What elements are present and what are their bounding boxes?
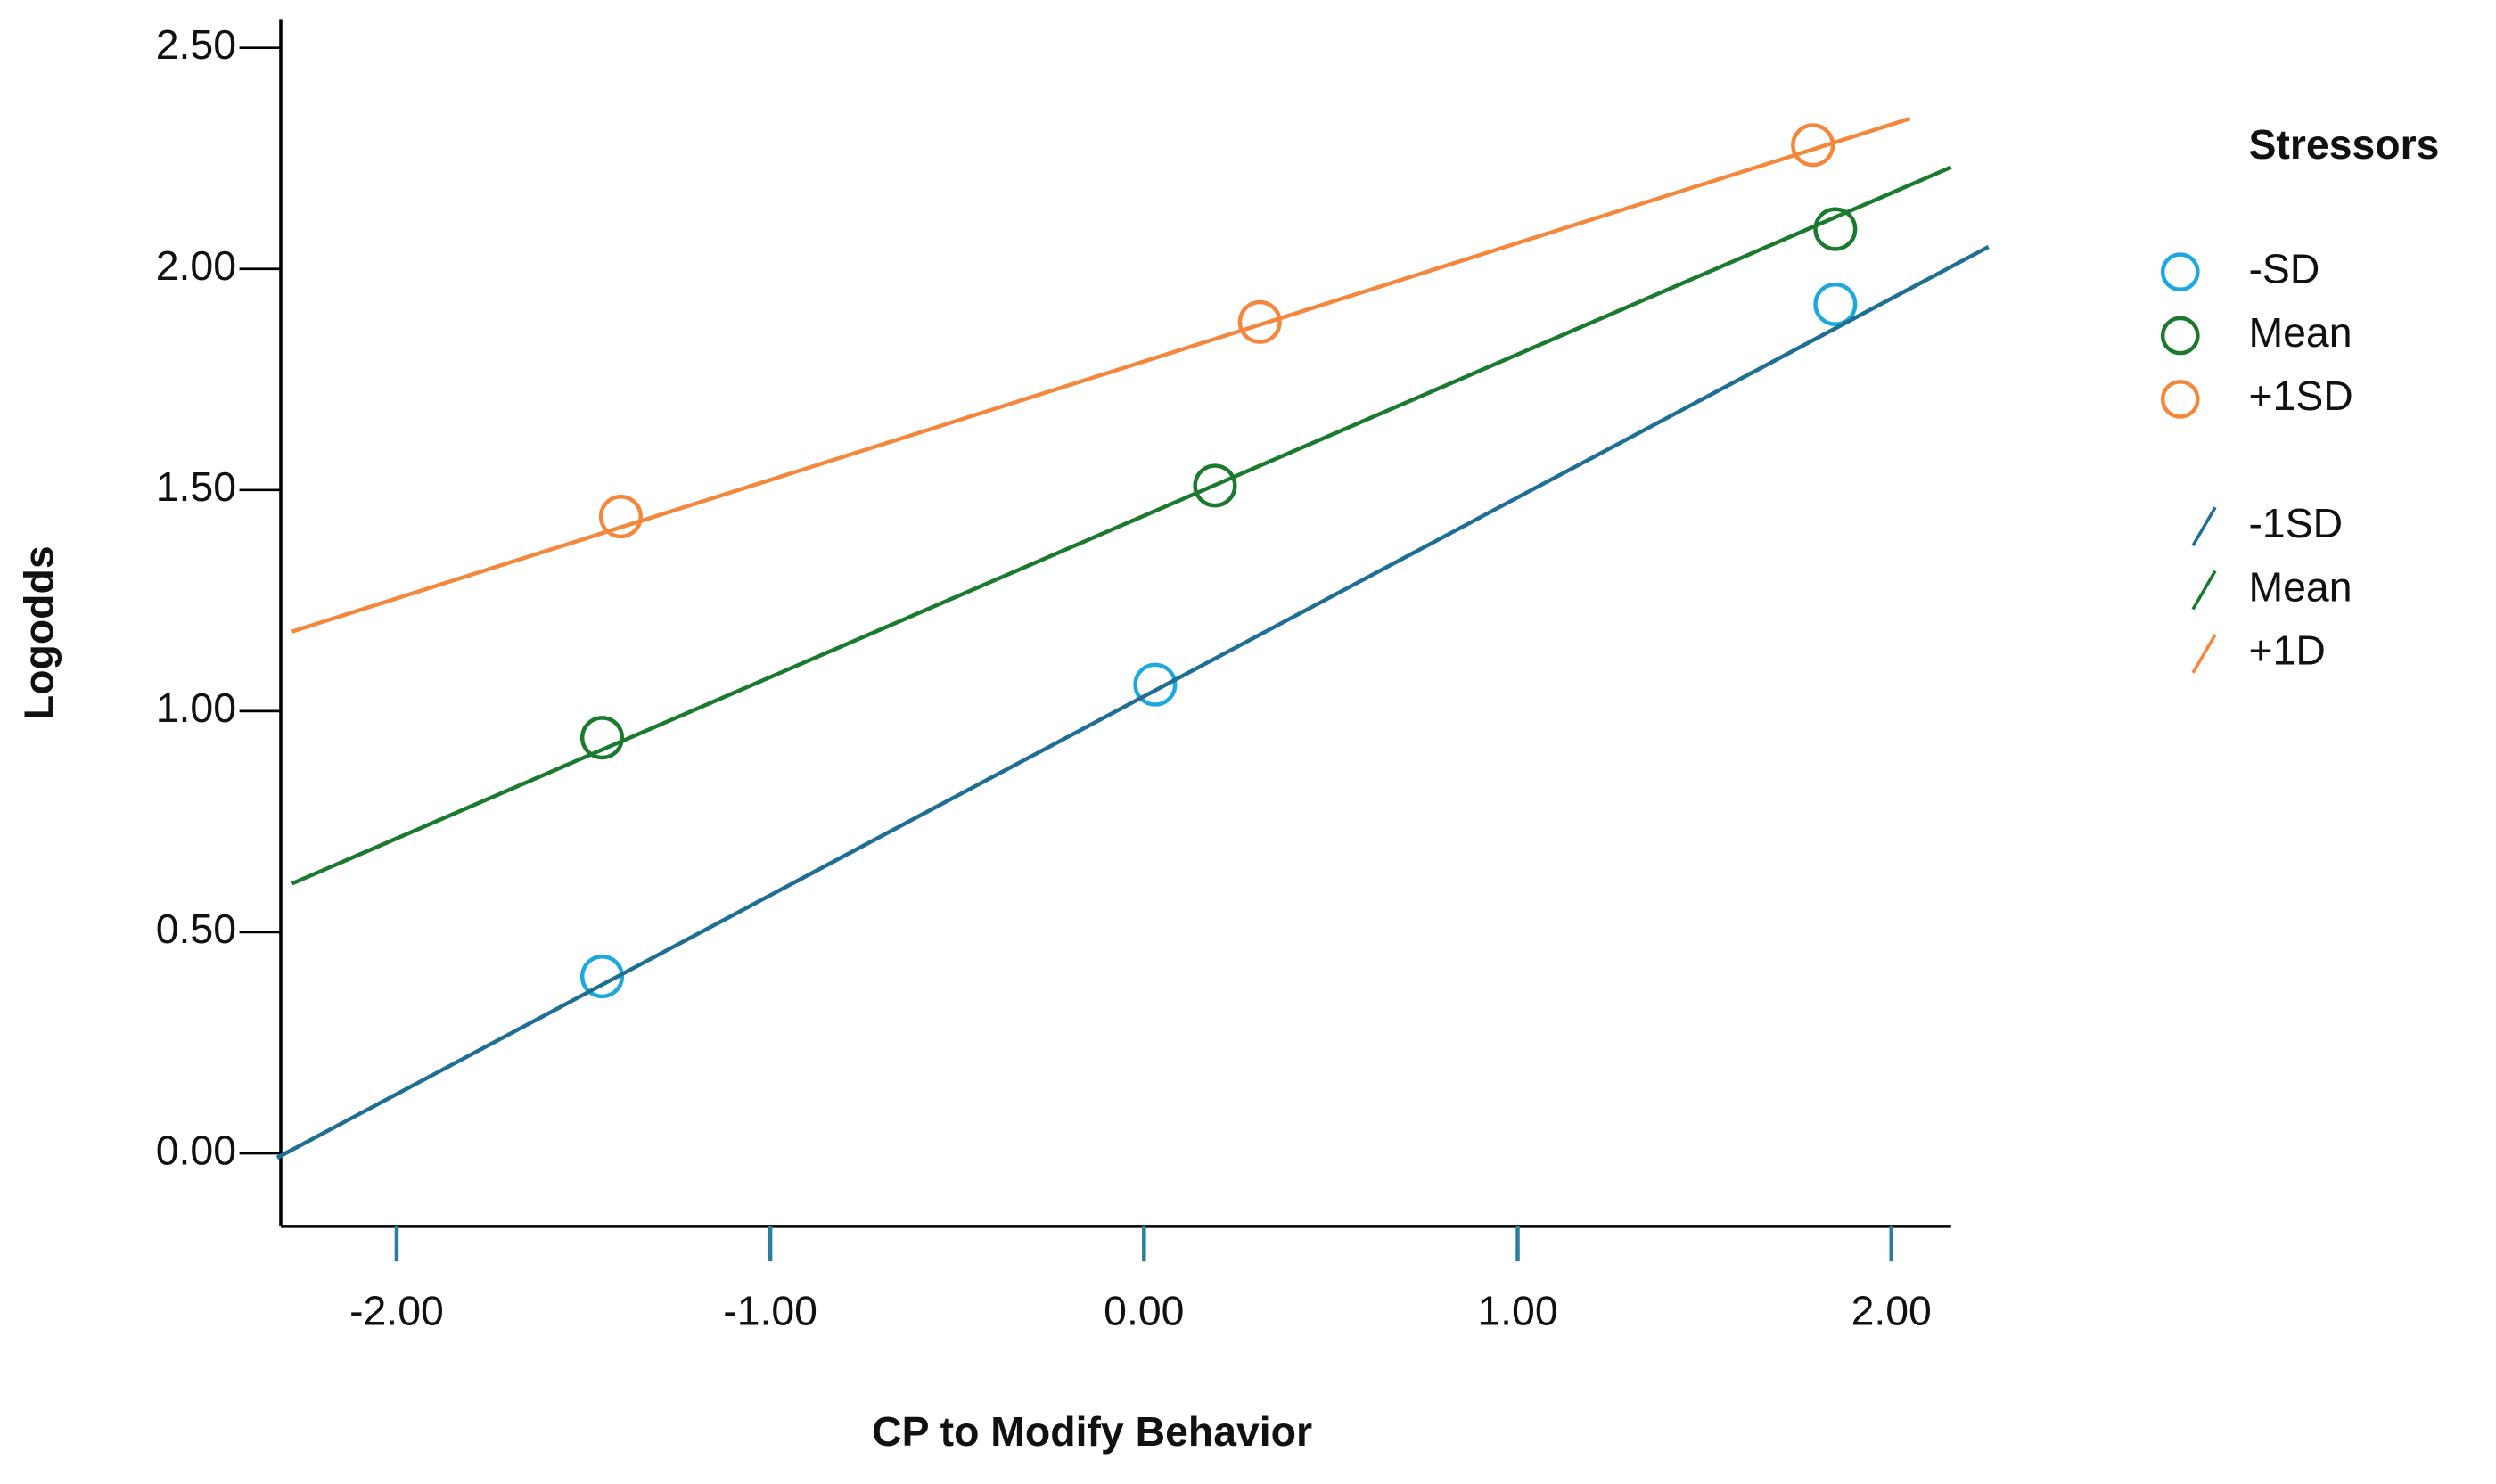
fit-line: [275, 244, 1990, 1160]
x-tick-label: 1.00: [1477, 1287, 1557, 1333]
y-axis-title: Logodds: [16, 545, 62, 720]
legend-label: Mean: [2248, 563, 2352, 610]
legend-title: Stressors: [2248, 121, 2439, 168]
y-tick-label: 1.50: [156, 463, 236, 510]
fit-line: [291, 165, 1952, 886]
point: [598, 495, 643, 539]
y-tick-label: 2.00: [156, 242, 236, 289]
legend-label: +1D: [2248, 627, 2325, 674]
legend-label: Mean: [2248, 309, 2352, 356]
y-tick-label: 2.50: [156, 21, 236, 68]
point: [579, 955, 625, 999]
legend-marker: [2160, 380, 2200, 419]
point: [1813, 207, 1858, 251]
legend-marker: [2160, 316, 2200, 356]
x-tick-label: 0.00: [1104, 1287, 1184, 1333]
legend-marker: [2160, 252, 2200, 292]
point: [1133, 662, 1178, 707]
x-tick-label: -1.00: [723, 1287, 817, 1333]
fit-line: [291, 116, 1911, 634]
legend-label: +1SD: [2248, 373, 2352, 419]
y-tick-label: 0.00: [156, 1127, 236, 1173]
y-tick-label: 1.00: [156, 685, 236, 731]
x-axis-title: CP to Modify Behavior: [872, 1408, 1312, 1455]
legend-label: -1SD: [2248, 500, 2343, 546]
point: [579, 716, 625, 760]
legend-marker: [2191, 634, 2217, 674]
x-tick-label: -2.00: [349, 1287, 444, 1333]
y-tick-label: 0.50: [156, 906, 236, 952]
legend-marker: [2191, 570, 2217, 611]
point: [1813, 282, 1858, 326]
point: [1237, 299, 1282, 344]
legend-marker: [2191, 506, 2217, 547]
legend-label: -SD: [2248, 245, 2319, 291]
point: [1193, 463, 1237, 508]
x-tick-label: 2.00: [1851, 1287, 1932, 1333]
